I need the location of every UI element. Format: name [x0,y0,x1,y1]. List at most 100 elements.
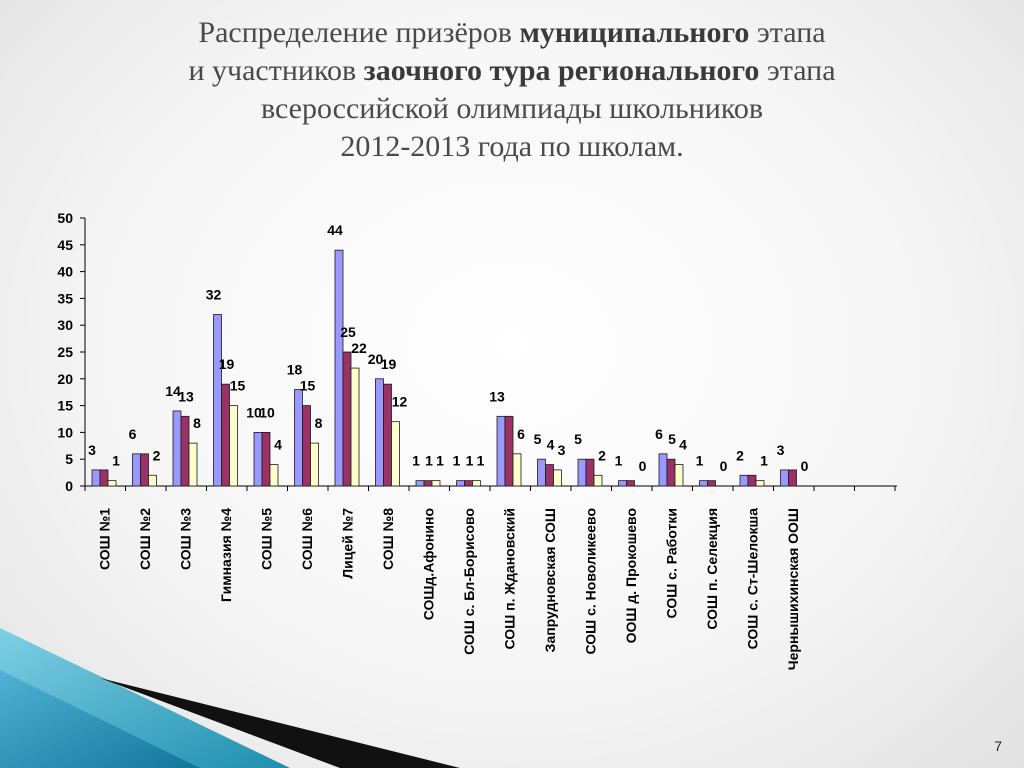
bar [658,453,668,487]
category-label: СОШ №2 [137,508,153,570]
data-label: 1 [436,453,444,469]
y-tick-label: 45 [57,237,73,253]
bar [431,480,441,487]
bar [91,469,101,487]
y-tick-label: 40 [57,264,73,280]
data-label: 1 [453,453,461,469]
data-label: 0 [639,458,647,474]
data-label: 14 [165,383,181,399]
data-label: 1 [412,453,420,469]
category-label: СОШ п. Ждановский [501,508,517,649]
data-label: 44 [327,222,343,238]
data-label: 32 [206,286,222,302]
data-label: 4 [547,437,555,453]
category-label: СОШ с. Новоликеево [582,508,598,655]
bar [334,249,344,487]
data-label: 6 [129,426,137,442]
category-label: СОШ №8 [380,508,396,570]
bar [699,480,708,487]
data-label: 3 [777,442,785,458]
y-tick-label: 10 [57,424,73,440]
bar [585,458,595,487]
data-label: 0 [801,458,809,474]
y-tick-label: 20 [57,371,73,387]
data-label: 10 [246,404,262,420]
bar [739,474,749,487]
data-label: 8 [315,415,323,431]
data-label: 20 [368,351,384,367]
bar [780,469,789,487]
category-label: СОШ с. Бл-Борисово [461,508,477,655]
y-tick-label: 5 [65,451,73,467]
bar [626,480,635,487]
bar [350,367,360,487]
bar [707,480,716,487]
bar [537,458,546,487]
data-label: 15 [300,378,316,394]
category-label: Лицей №7 [339,508,355,579]
category-label: ООШ д. Прокошево [623,508,639,643]
data-label: 6 [517,426,525,442]
data-label: 18 [287,362,303,378]
data-label: 1 [760,453,768,469]
bar [423,480,433,487]
bar [504,415,514,487]
y-tick-label: 15 [57,398,73,414]
bar [221,383,230,487]
data-label: 4 [274,437,282,453]
data-label: 19 [219,356,235,372]
bar [269,464,279,487]
data-label: 13 [178,388,194,404]
bar [383,383,392,487]
bar [456,480,465,487]
data-label: 15 [230,378,246,394]
data-label: 3 [88,442,96,458]
category-label: СОШд.Афонино [420,508,436,620]
data-label: 10 [259,404,275,420]
bar [180,415,190,487]
bar [107,480,117,487]
bar [545,464,554,487]
data-label: 1 [425,453,433,469]
data-label: 3 [558,442,566,458]
data-label: 2 [736,447,744,463]
category-label: СОШ №5 [258,508,274,570]
bar [229,405,238,487]
bar [593,474,603,487]
title-line-1: Распределение призёров муниципального эт… [0,14,1024,52]
bar [747,474,757,487]
y-tick-label: 35 [57,290,73,306]
bar [666,458,676,487]
bar [253,431,263,487]
data-label: 1 [615,453,623,469]
bar [310,442,319,487]
bar [755,480,765,487]
data-label: 1 [696,453,704,469]
data-label: 1 [466,453,474,469]
bar [375,378,384,487]
category-label: СОШ с. Работки [663,508,679,618]
bar [472,480,481,487]
y-tick-label: 25 [57,344,73,360]
title-bold-text: муниципального [519,16,750,49]
category-label: СОШ №3 [177,508,193,570]
bar [496,415,506,487]
data-label: 1 [112,453,120,469]
data-label: 8 [193,415,201,431]
data-label: 22 [351,340,367,356]
title-bold-text: заочного тура регионального [363,54,760,87]
bar [294,389,303,487]
category-label: Гимназия №4 [218,508,234,602]
bar [172,410,182,487]
data-label: 6 [655,426,663,442]
bar [213,314,222,487]
bar [512,453,522,487]
page-number: 7 [994,738,1002,754]
slide-title: Распределение призёров муниципального эт… [0,14,1024,166]
title-text: и участников [188,54,364,87]
category-label: Чернышихинская ООШ [785,508,801,670]
data-label: 19 [381,356,397,372]
bar [553,469,562,487]
category-label: Запрудновская СОШ [542,508,558,652]
title-line-2: и участников заочного тура регионального… [0,52,1024,90]
